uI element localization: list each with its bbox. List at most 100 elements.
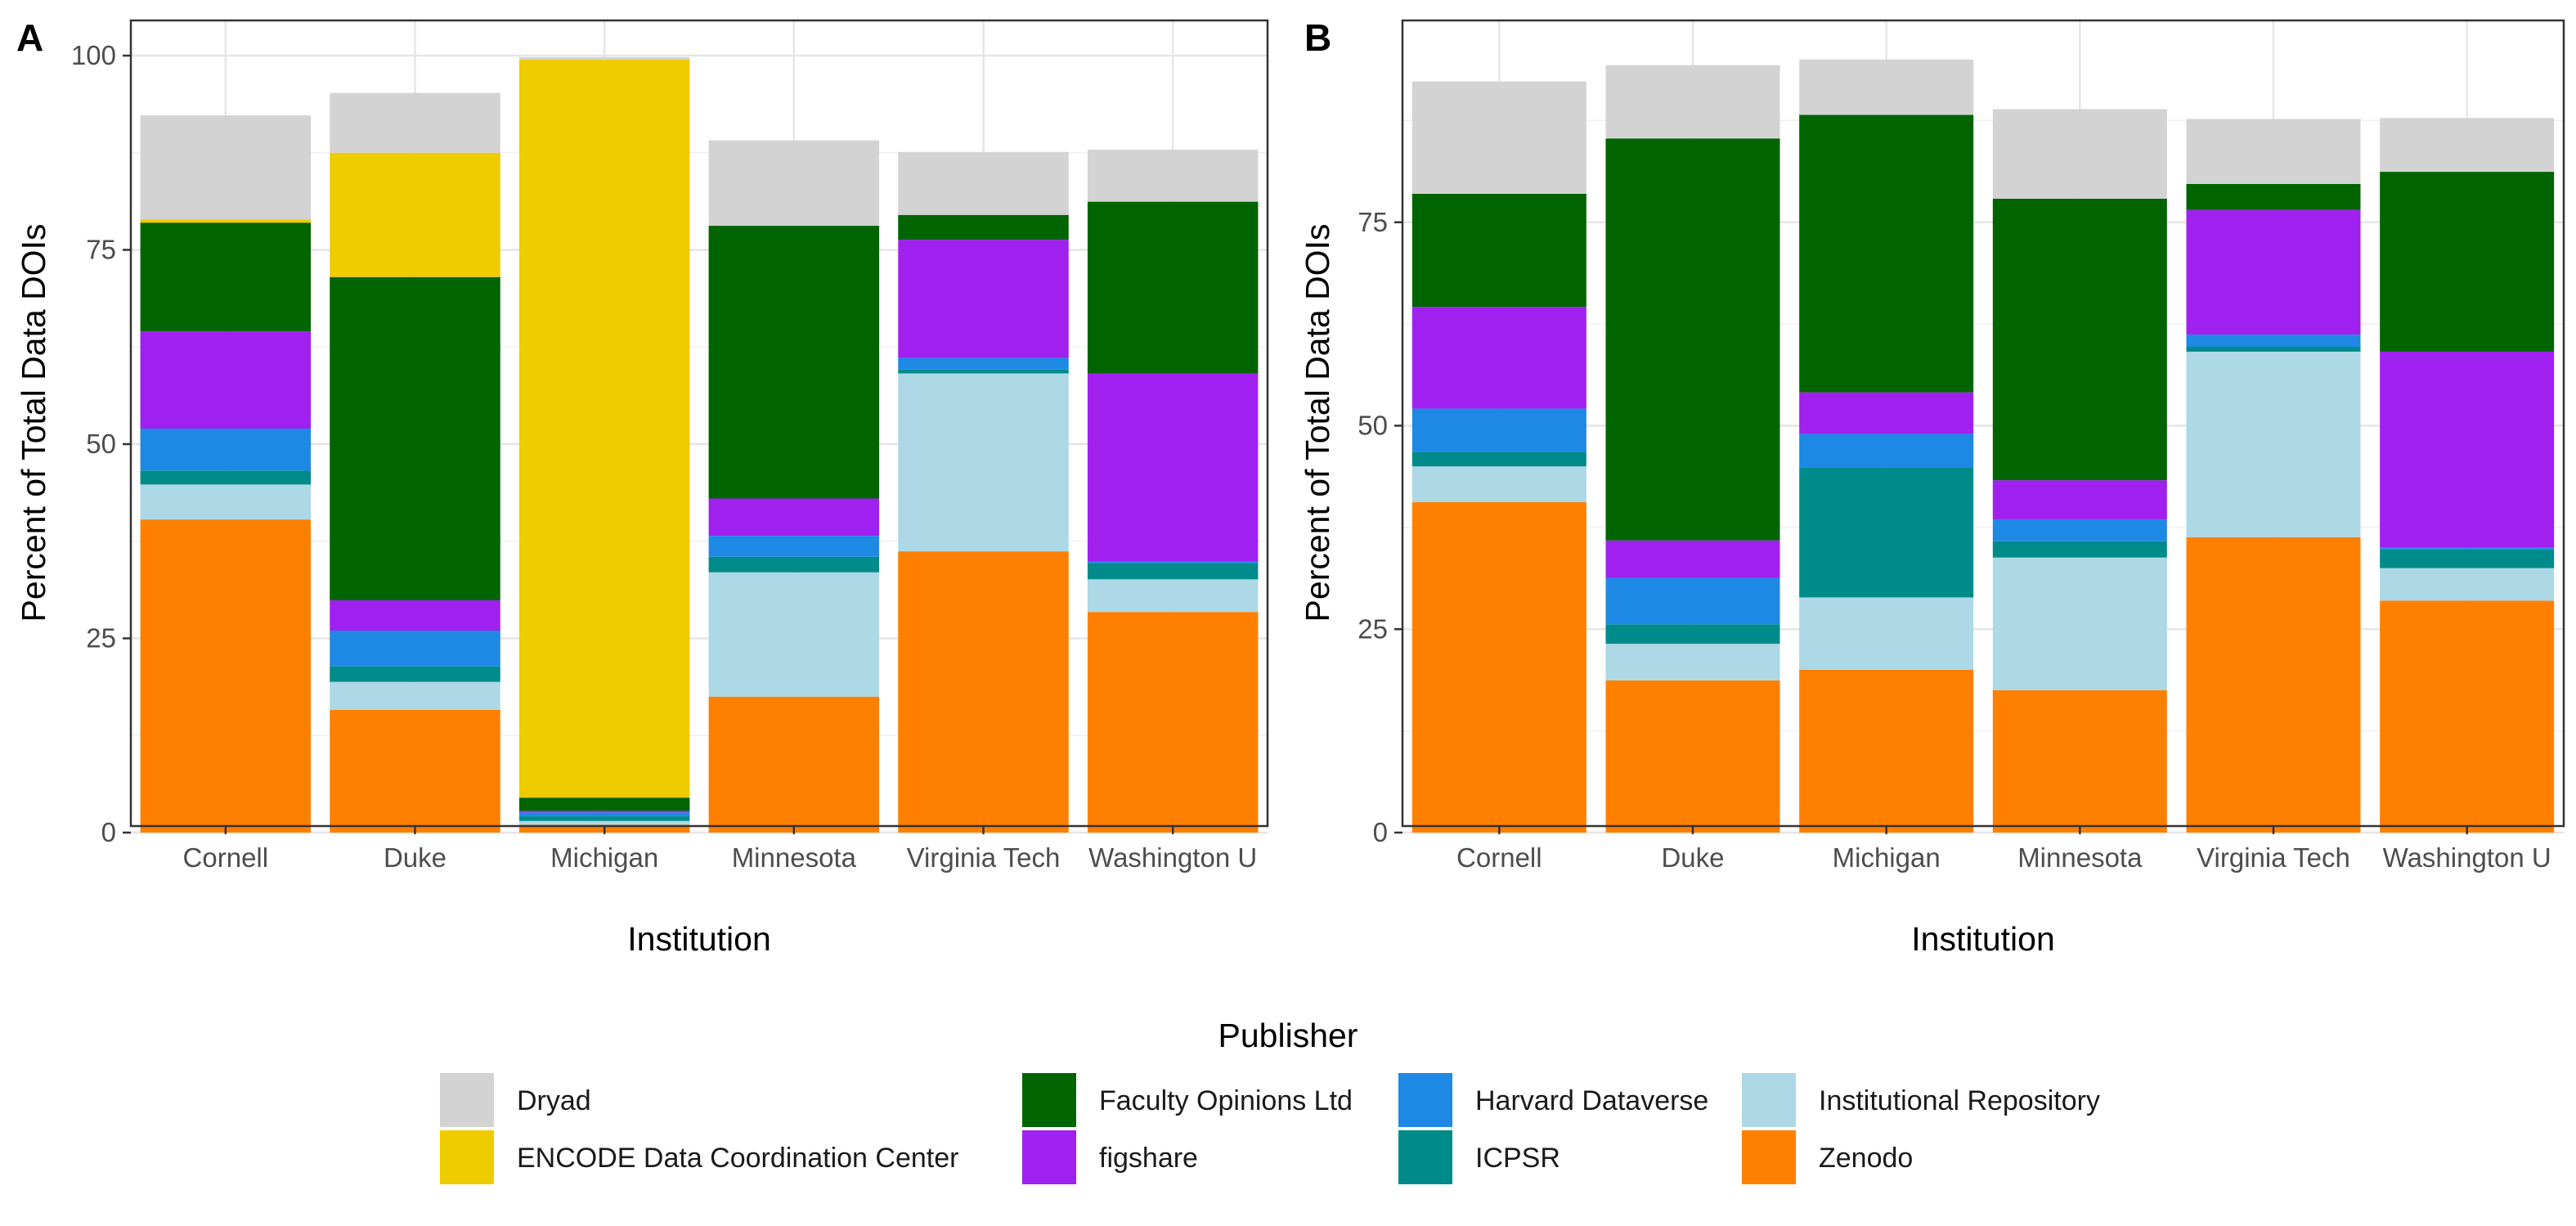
panel-b-bar-cornell-figshare [1411, 307, 1586, 409]
panel-a-y-tick-label: 100 [71, 40, 116, 70]
panel-b-bar-duke-dryad [1605, 65, 1780, 139]
panel-a-bar-duke-icpsr [330, 666, 500, 682]
panel-a-bar-washington-u-zenodo [1087, 612, 1259, 833]
panel-a-x-tick-label: Duke [384, 842, 447, 873]
panel-a-x-tick-label: Cornell [183, 842, 269, 873]
legend-label-faculty: Faculty Opinions Ltd [1099, 1085, 1353, 1116]
panel-a-bar-duke-institutional-repository [330, 681, 500, 710]
panel-b-bar-duke-institutional-repository [1605, 644, 1780, 680]
panel-a-bar-virginia-tech-faculty-opinions-ltd [898, 214, 1069, 240]
panel-b-x-tick-label: Virginia Tech [2197, 842, 2350, 873]
panel-b-bar-virginia-tech-figshare [2186, 209, 2361, 335]
panel-b-bar-michigan-harvard-dataverse [1799, 433, 1974, 468]
panel-b: B 0 25 50 75 Cornell Duke Michigan Minnesota Vi… [1299, 16, 2565, 958]
panel-b-y-tick-label: 25 [1358, 613, 1388, 644]
panel-b-bar-minnesota-zenodo [1992, 689, 2167, 833]
panel-b-y-axis-title: Percent of Total Data DOIs [1299, 224, 1336, 622]
panel-b-bar-virginia-tech-faculty-opinions-ltd [2186, 183, 2361, 210]
panel-b-plot-area [1402, 20, 2564, 826]
panel-b-y-axis-ticks: 0 25 50 75 [1358, 207, 1402, 847]
panel-a-bar-virginia-tech-zenodo [898, 551, 1069, 833]
panel-a-bar-duke-harvard-dataverse [330, 631, 500, 667]
panel-a-bar-minnesota-harvard-dataverse [708, 536, 880, 557]
panel-a-x-tick-label: Michigan [550, 842, 658, 873]
panel-b-bar-michigan-dryad [1799, 59, 1974, 115]
panel-a-y-axis-ticks: 0 25 50 75 100 [71, 40, 131, 847]
panel-a-bar-washington-u-dryad [1087, 149, 1259, 202]
panel-b-bar-cornell-dryad [1411, 81, 1586, 194]
panel-a-y-tick-label: 25 [86, 623, 116, 653]
legend-label-figshare: figshare [1099, 1143, 1198, 1174]
panel-a-bar-duke-faculty-opinions-ltd [330, 276, 500, 600]
panel-a-x-tick-label: Virginia Tech [907, 842, 1061, 873]
panel-a-bar-duke-encode-data-coordination-center [330, 152, 500, 277]
panel-b-bar-washington-u-figshare [2380, 351, 2555, 548]
panel-a-bar-cornell-zenodo [140, 519, 312, 833]
panel-a-bar-cornell-figshare [140, 331, 312, 429]
panel-b-bar-duke-figshare [1605, 540, 1780, 578]
panel-b-x-tick-label: Duke [1661, 842, 1724, 873]
panel-a-bars [140, 56, 1259, 833]
legend-swatch-zenodo [1742, 1130, 1796, 1184]
panel-a: A 0 25 50 75 100 Cornell Duke Michigan Minnesot… [15, 16, 1269, 958]
panel-b-bar-minnesota-dryad [1992, 109, 2167, 199]
panel-a-bar-cornell-harvard-dataverse [140, 429, 312, 471]
panel-b-bar-michigan-figshare [1799, 392, 1974, 434]
panel-b-bar-minnesota-harvard-dataverse [1992, 519, 2167, 541]
panel-b-bars [1411, 59, 2555, 833]
panel-b-bar-cornell-faculty-opinions-ltd [1411, 193, 1586, 308]
panel-a-bar-cornell-faculty-opinions-ltd [140, 222, 312, 332]
legend-label-icpsr: ICPSR [1475, 1143, 1560, 1174]
panel-b-bar-minnesota-faculty-opinions-ltd [1992, 198, 2167, 481]
panel-b-x-tick-label: Washington U [2383, 842, 2551, 873]
panel-a-y-tick-label: 0 [101, 817, 116, 847]
panel-a-bar-washington-u-icpsr [1087, 563, 1259, 580]
panel-b-bar-duke-faculty-opinions-ltd [1605, 138, 1780, 541]
panel-b-bar-cornell-harvard-dataverse [1411, 408, 1586, 452]
panel-a-bar-minnesota-faculty-opinions-ltd [708, 226, 880, 499]
panel-a-bar-michigan-dryad [518, 56, 690, 60]
panel-a-bar-washington-u-harvard-dataverse [1087, 561, 1259, 564]
legend-items: Dryad ENCODE Data Coordination Center Facu… [440, 1073, 2100, 1184]
panel-a-x-axis-ticks: Cornell Duke Michigan Minnesota Virginia Tec… [183, 826, 1257, 873]
legend: Publisher Dryad ENCODE Data Coordination … [440, 1017, 2100, 1184]
panel-b-bar-cornell-institutional-repository [1411, 466, 1586, 503]
panel-a-bar-cornell-institutional-repository [140, 484, 312, 520]
panel-b-bar-washington-u-icpsr [2380, 549, 2555, 568]
panel-a-bar-washington-u-figshare [1087, 373, 1259, 562]
panel-b-bar-michigan-zenodo [1799, 670, 1974, 833]
panel-a-bar-cornell-encode-data-coordination-center [140, 219, 312, 223]
panel-a-bar-cornell-icpsr [140, 470, 312, 485]
panel-a-y-axis-title: Percent of Total Data DOIs [15, 224, 52, 622]
panel-a-bar-michigan-figshare [518, 811, 690, 813]
panel-b-x-axis-ticks: Cornell Duke Michigan Minnesota Virginia Tec… [1456, 826, 2551, 873]
panel-a-bar-michigan-encode-data-coordination-center [518, 59, 690, 798]
panel-b-bar-cornell-icpsr [1411, 451, 1586, 467]
panel-b-bar-virginia-tech-dryad [2186, 119, 2361, 184]
panel-b-bar-duke-harvard-dataverse [1605, 577, 1780, 625]
panel-a-y-tick-label: 75 [86, 235, 116, 265]
panel-a-bar-cornell-dryad [140, 115, 312, 220]
panel-a-bar-virginia-tech-institutional-repository [898, 373, 1069, 552]
legend-title: Publisher [1218, 1017, 1358, 1054]
legend-label-ir: Institutional Repository [1819, 1085, 2100, 1116]
panel-a-bar-minnesota-dryad [708, 140, 880, 227]
panel-a-bar-michigan-institutional-repository [518, 820, 690, 825]
panel-b-frame [1401, 19, 2565, 828]
panel-a-bar-minnesota-figshare [708, 498, 880, 537]
panel-a-bar-duke-dryad [330, 92, 500, 153]
panel-a-bar-virginia-tech-figshare [898, 240, 1069, 358]
panel-b-bar-virginia-tech-institutional-repository [2186, 351, 2361, 537]
panel-b-bar-washington-u-institutional-repository [2380, 568, 2555, 601]
legend-swatch-figshare [1022, 1130, 1076, 1184]
panel-a-bar-minnesota-zenodo [708, 696, 880, 833]
panel-b-y-tick-label: 75 [1358, 207, 1388, 237]
panel-a-bar-michigan-harvard-dataverse [518, 812, 690, 817]
panel-b-y-tick-label: 0 [1373, 817, 1388, 847]
panel-b-bar-minnesota-institutional-repository [1992, 557, 2167, 690]
panel-a-bar-minnesota-icpsr [708, 556, 880, 573]
panel-b-bar-washington-u-harvard-dataverse [2380, 547, 2555, 550]
panel-b-bar-virginia-tech-harvard-dataverse [2186, 335, 2361, 347]
panel-a-bar-virginia-tech-dryad [898, 151, 1069, 215]
